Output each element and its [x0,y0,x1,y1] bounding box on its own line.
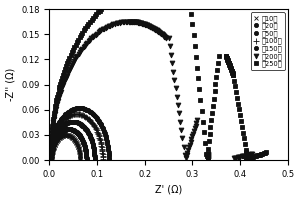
Line: 第200周: 第200周 [48,19,254,163]
第150周 [106,147,110,150]
第10周 [65,134,69,136]
第200周 [49,159,52,161]
第20周 [85,159,88,161]
第50周 [92,150,96,153]
第10周 [64,134,68,136]
第10周 [50,159,53,161]
Line: 第10周: 第10周 [49,133,83,163]
第250周 [244,159,248,161]
第200周 [140,22,144,25]
第50周 [93,154,96,156]
第10周 [69,135,73,138]
第100周 [55,128,59,131]
第150周 [107,159,111,161]
Line: 第150周: 第150周 [48,106,111,162]
第20周 [73,130,76,132]
第20周 [85,155,88,157]
第100周 [77,113,80,115]
第10周 [79,159,82,161]
第20周 [54,138,58,141]
第50周 [55,133,58,136]
Y-axis label: -Z'' (Ω): -Z'' (Ω) [6,68,16,101]
第250周 [194,56,198,58]
第250周 [244,155,248,158]
Line: 第50周: 第50周 [49,119,97,162]
第250周 [225,56,229,59]
X-axis label: Z' (Ω): Z' (Ω) [155,184,182,194]
第200周 [142,23,146,25]
Line: 第100周: 第100周 [47,111,106,163]
第200周 [171,70,175,73]
第50周 [73,120,76,123]
第100周 [101,159,105,161]
第10周 [52,145,56,147]
第100周 [83,115,87,118]
第50周 [93,159,97,161]
第200周 [206,156,209,158]
第100周 [49,159,52,161]
Legend: 第10周, 第20周, 第50周, 第100周, 第150周, 第200周, 第250周: 第10周, 第20周, 第50周, 第100周, 第150周, 第200周, 第… [251,12,284,70]
第20周 [68,128,72,130]
第150周 [87,110,91,112]
第150周 [80,107,83,109]
第50周 [53,137,56,139]
第250周 [49,159,52,161]
第20周 [84,152,88,155]
第150周 [107,152,110,155]
第150周 [48,159,52,161]
第150周 [77,107,81,109]
Line: 第250周: 第250周 [48,0,269,163]
第10周 [54,142,57,145]
第150周 [53,129,57,132]
第50周 [49,159,52,161]
第100周 [74,113,78,115]
第100周 [100,149,104,151]
第250周 [79,34,83,36]
第100周 [53,133,57,135]
第20周 [50,159,53,161]
第20周 [52,141,56,144]
第50周 [78,122,82,125]
第50周 [70,120,74,123]
第100周 [101,153,104,156]
第200周 [206,159,209,161]
第150周 [56,124,59,127]
Line: 第20周: 第20周 [49,127,88,162]
第10周 [78,156,82,158]
第10周 [78,153,82,156]
第20周 [67,128,70,130]
第200周 [73,58,77,61]
